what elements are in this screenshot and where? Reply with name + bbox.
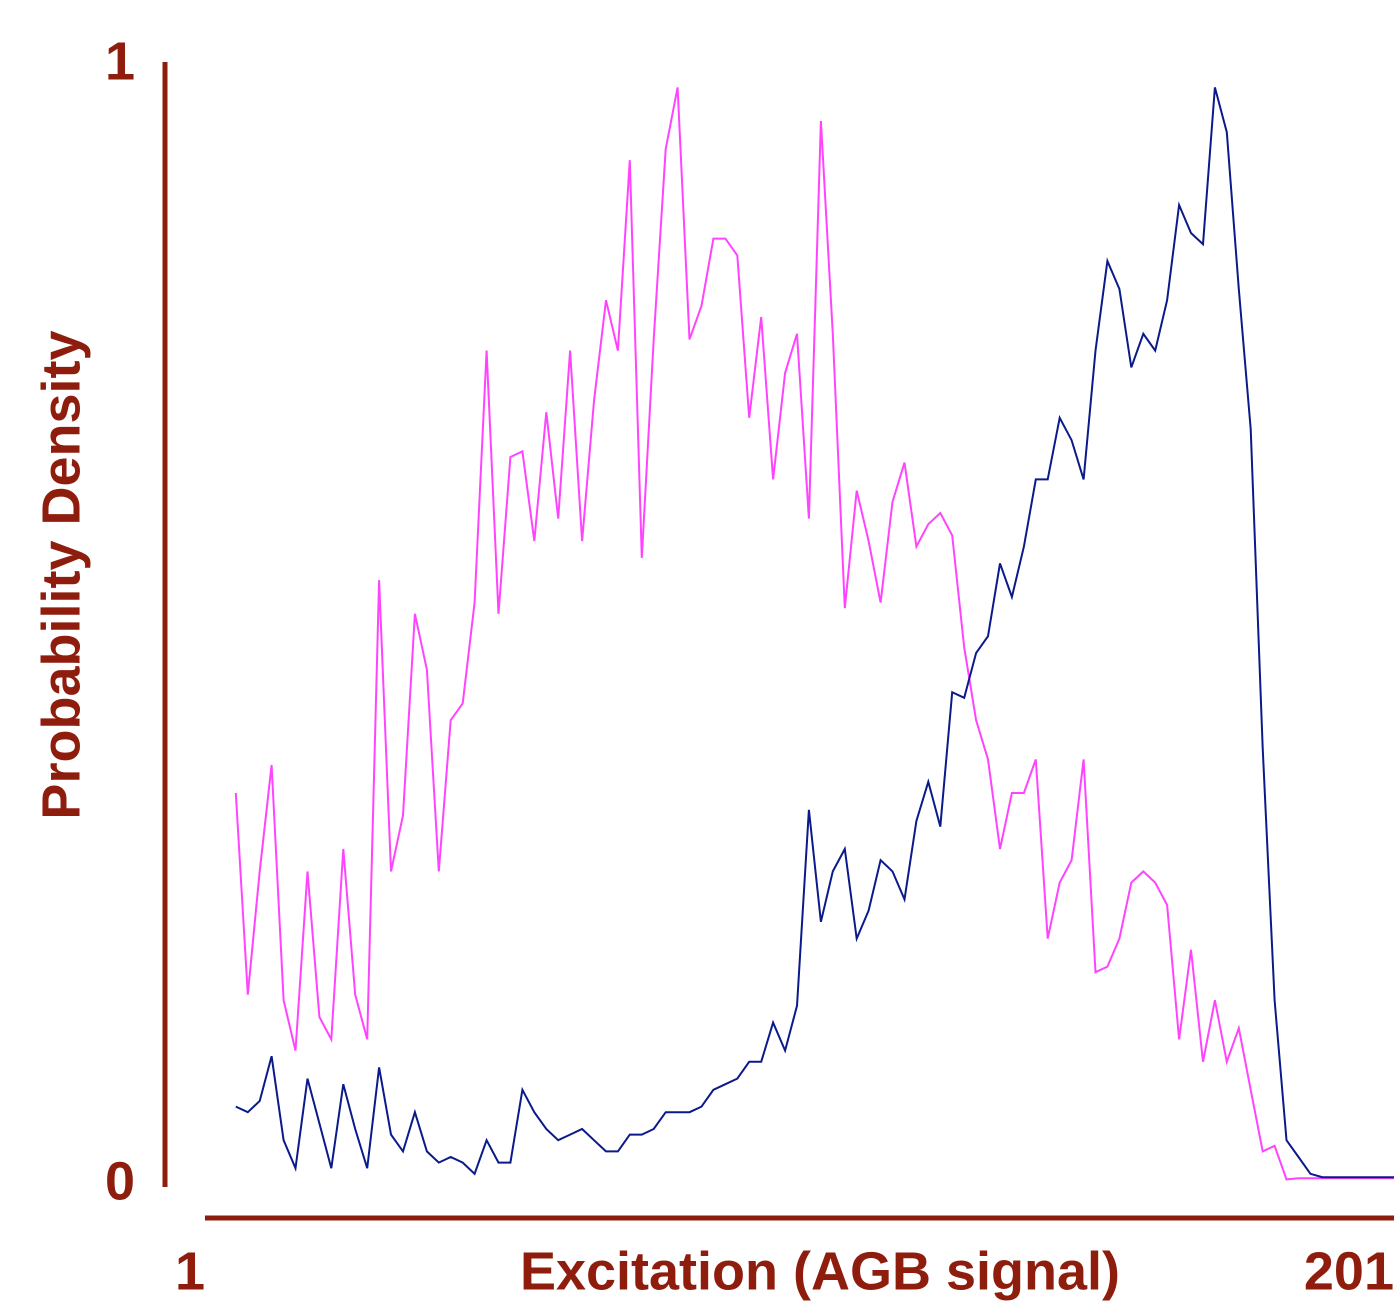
series-line (235, 87, 1394, 1179)
x-tick-label: 1 (175, 1241, 205, 1301)
x-tick-label: 201 (1304, 1241, 1394, 1301)
y-tick-label: 1 (105, 31, 135, 91)
y-tick-label: 0 (105, 1151, 135, 1211)
series-line (234, 87, 1394, 1181)
y-axis-label: Probability Density (31, 330, 91, 819)
x-axis-label: Excitation (AGB signal) (520, 1241, 1120, 1301)
